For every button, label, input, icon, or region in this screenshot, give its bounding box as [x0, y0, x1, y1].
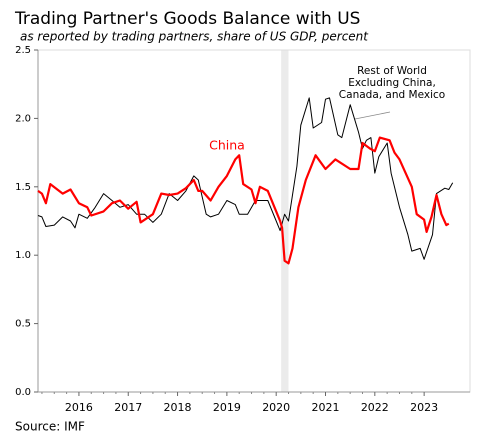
row-label: Rest of World Excluding China, Canada, a…	[338, 65, 446, 101]
x-tick-label: 2016	[65, 401, 93, 414]
y-tick-label: 2.5	[15, 45, 31, 56]
y-tick-label: 1.0	[15, 250, 31, 261]
plot-frame	[37, 49, 471, 393]
chart-title: Trading Partner's Goods Balance with US	[14, 9, 360, 29]
series-line	[37, 97, 454, 260]
annotation-pointer	[354, 111, 391, 120]
x-tick-label: 2020	[262, 401, 290, 414]
y-tick-label: 0.5	[15, 319, 31, 330]
x-tick-label: 2021	[312, 401, 340, 414]
y-tick-label: 2.0	[15, 113, 31, 124]
x-tick-label: 2018	[164, 401, 192, 414]
x-tick-label: 2017	[114, 401, 142, 414]
x-tick-label: 2023	[410, 401, 438, 414]
x-tick-label: 2022	[361, 401, 389, 414]
series-line	[37, 136, 450, 265]
chart-subtitle: as reported by trading partners, share o…	[20, 30, 369, 44]
y-tick-label: 1.5	[15, 182, 31, 193]
source: Source: IMF	[15, 420, 85, 434]
y-tick-label: 0.0	[15, 387, 31, 398]
x-tick-label: 2019	[213, 401, 241, 414]
china-label: China	[209, 138, 245, 153]
shaded-period	[281, 50, 289, 392]
